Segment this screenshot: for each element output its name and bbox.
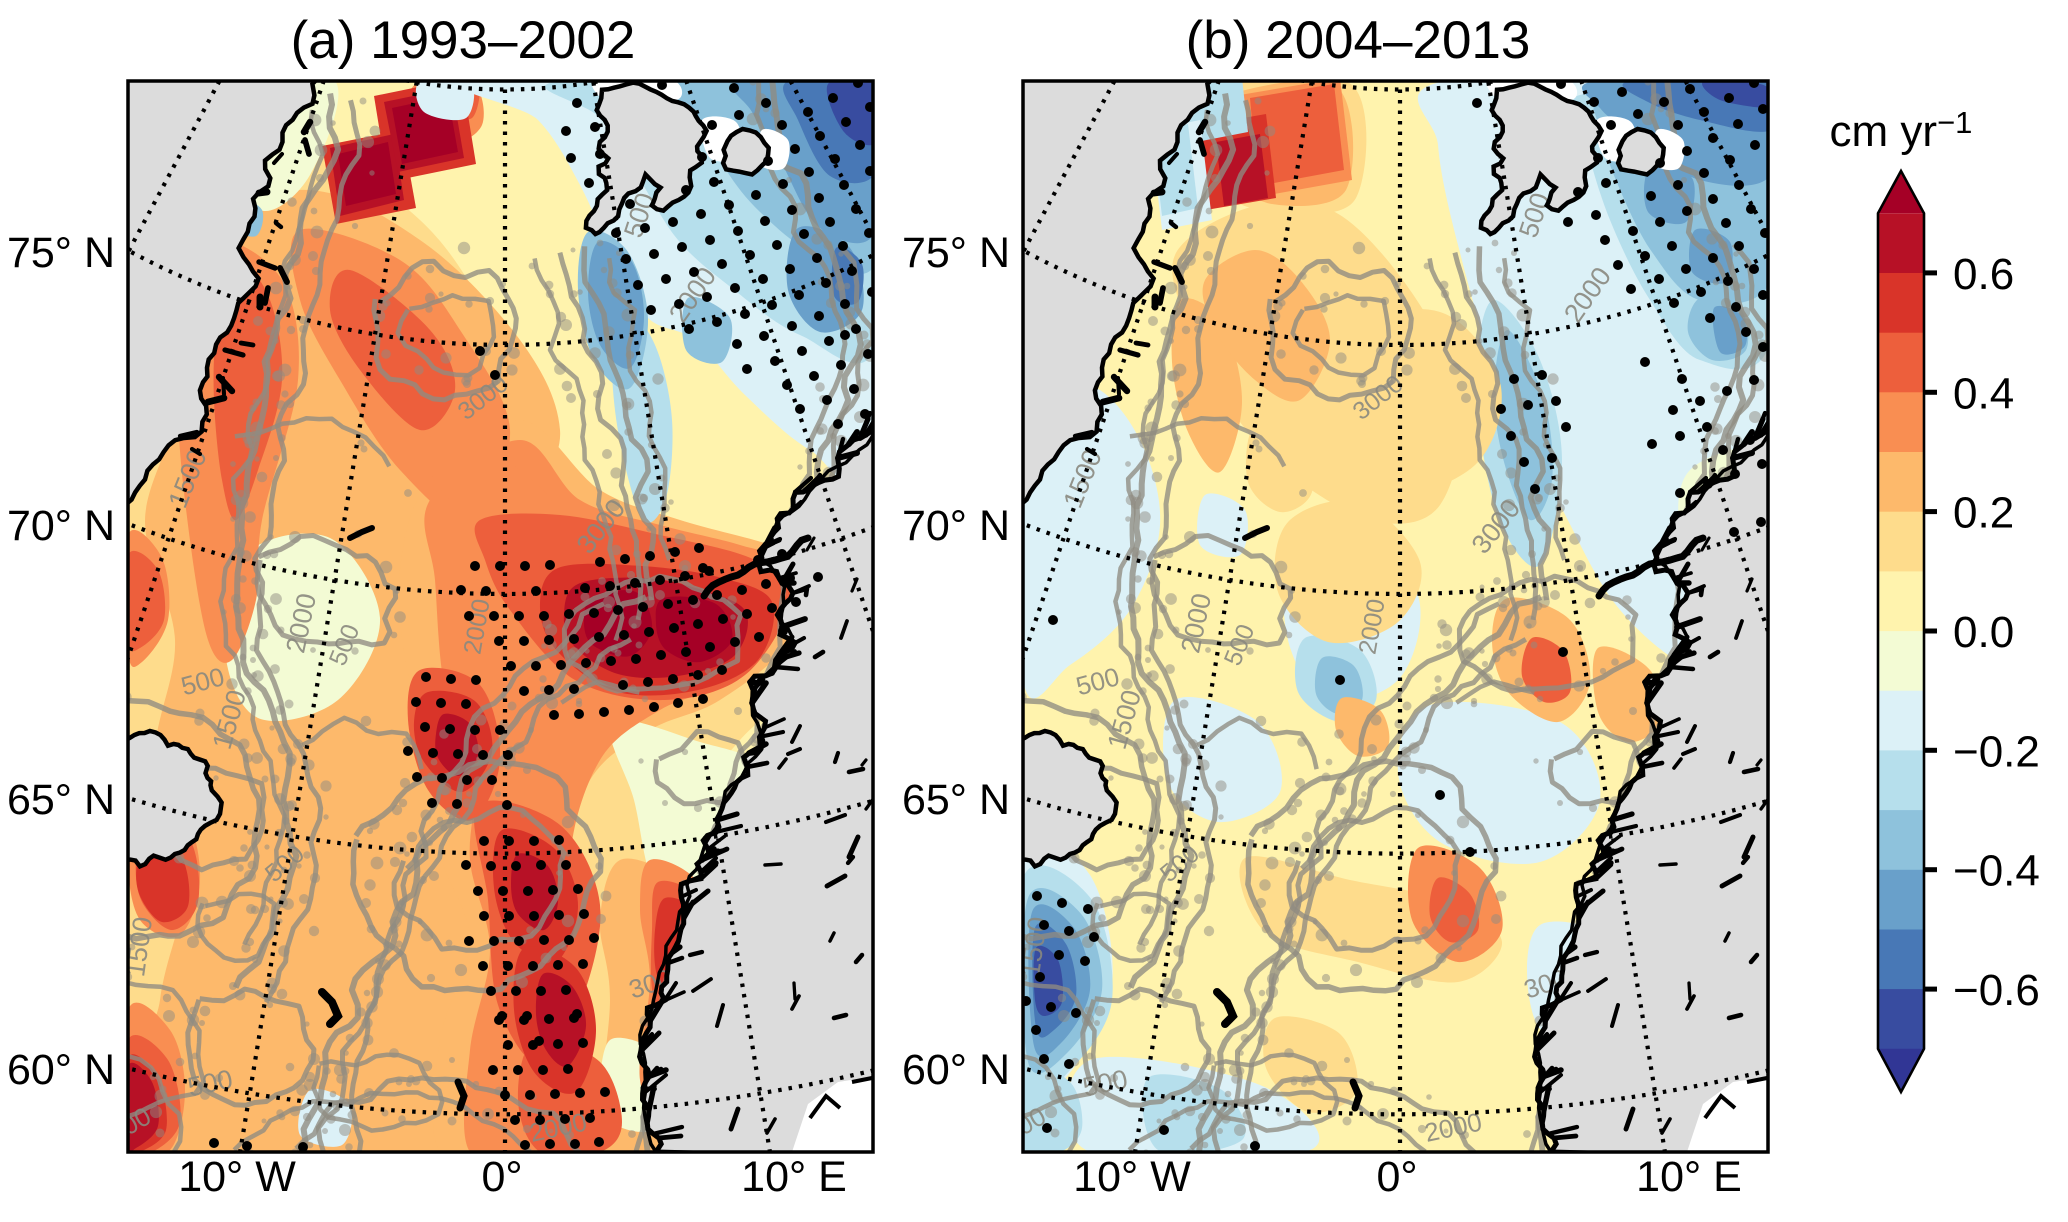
svg-text:0°: 0° [481,1153,522,1201]
svg-text:10° E: 10° E [1636,1153,1742,1201]
svg-text:65° N: 65° N [902,776,1010,824]
svg-text:65° N: 65° N [7,776,115,824]
svg-text:10° W: 10° W [178,1153,296,1201]
svg-text:60° N: 60° N [902,1046,1010,1094]
svg-text:0.6: 0.6 [1953,250,2014,299]
svg-text:10° E: 10° E [741,1153,847,1201]
svg-text:−0.2: −0.2 [1953,727,2040,776]
svg-text:75° N: 75° N [7,229,115,277]
svg-text:0°: 0° [1376,1153,1417,1201]
svg-text:60° N: 60° N [7,1046,115,1094]
svg-text:70° N: 70° N [7,502,115,550]
svg-text:0.2: 0.2 [1953,489,2014,538]
svg-text:−0.4: −0.4 [1953,847,2040,896]
svg-text:10° W: 10° W [1073,1153,1191,1201]
svg-text:(b) 2004–2013: (b) 2004–2013 [1186,11,1531,70]
svg-text:(a) 1993–2002: (a) 1993–2002 [291,11,636,70]
svg-text:0.0: 0.0 [1953,608,2014,657]
svg-text:0.4: 0.4 [1953,369,2014,418]
svg-text:−0.6: −0.6 [1953,966,2040,1015]
svg-text:70° N: 70° N [902,502,1010,550]
svg-text:75° N: 75° N [902,229,1010,277]
